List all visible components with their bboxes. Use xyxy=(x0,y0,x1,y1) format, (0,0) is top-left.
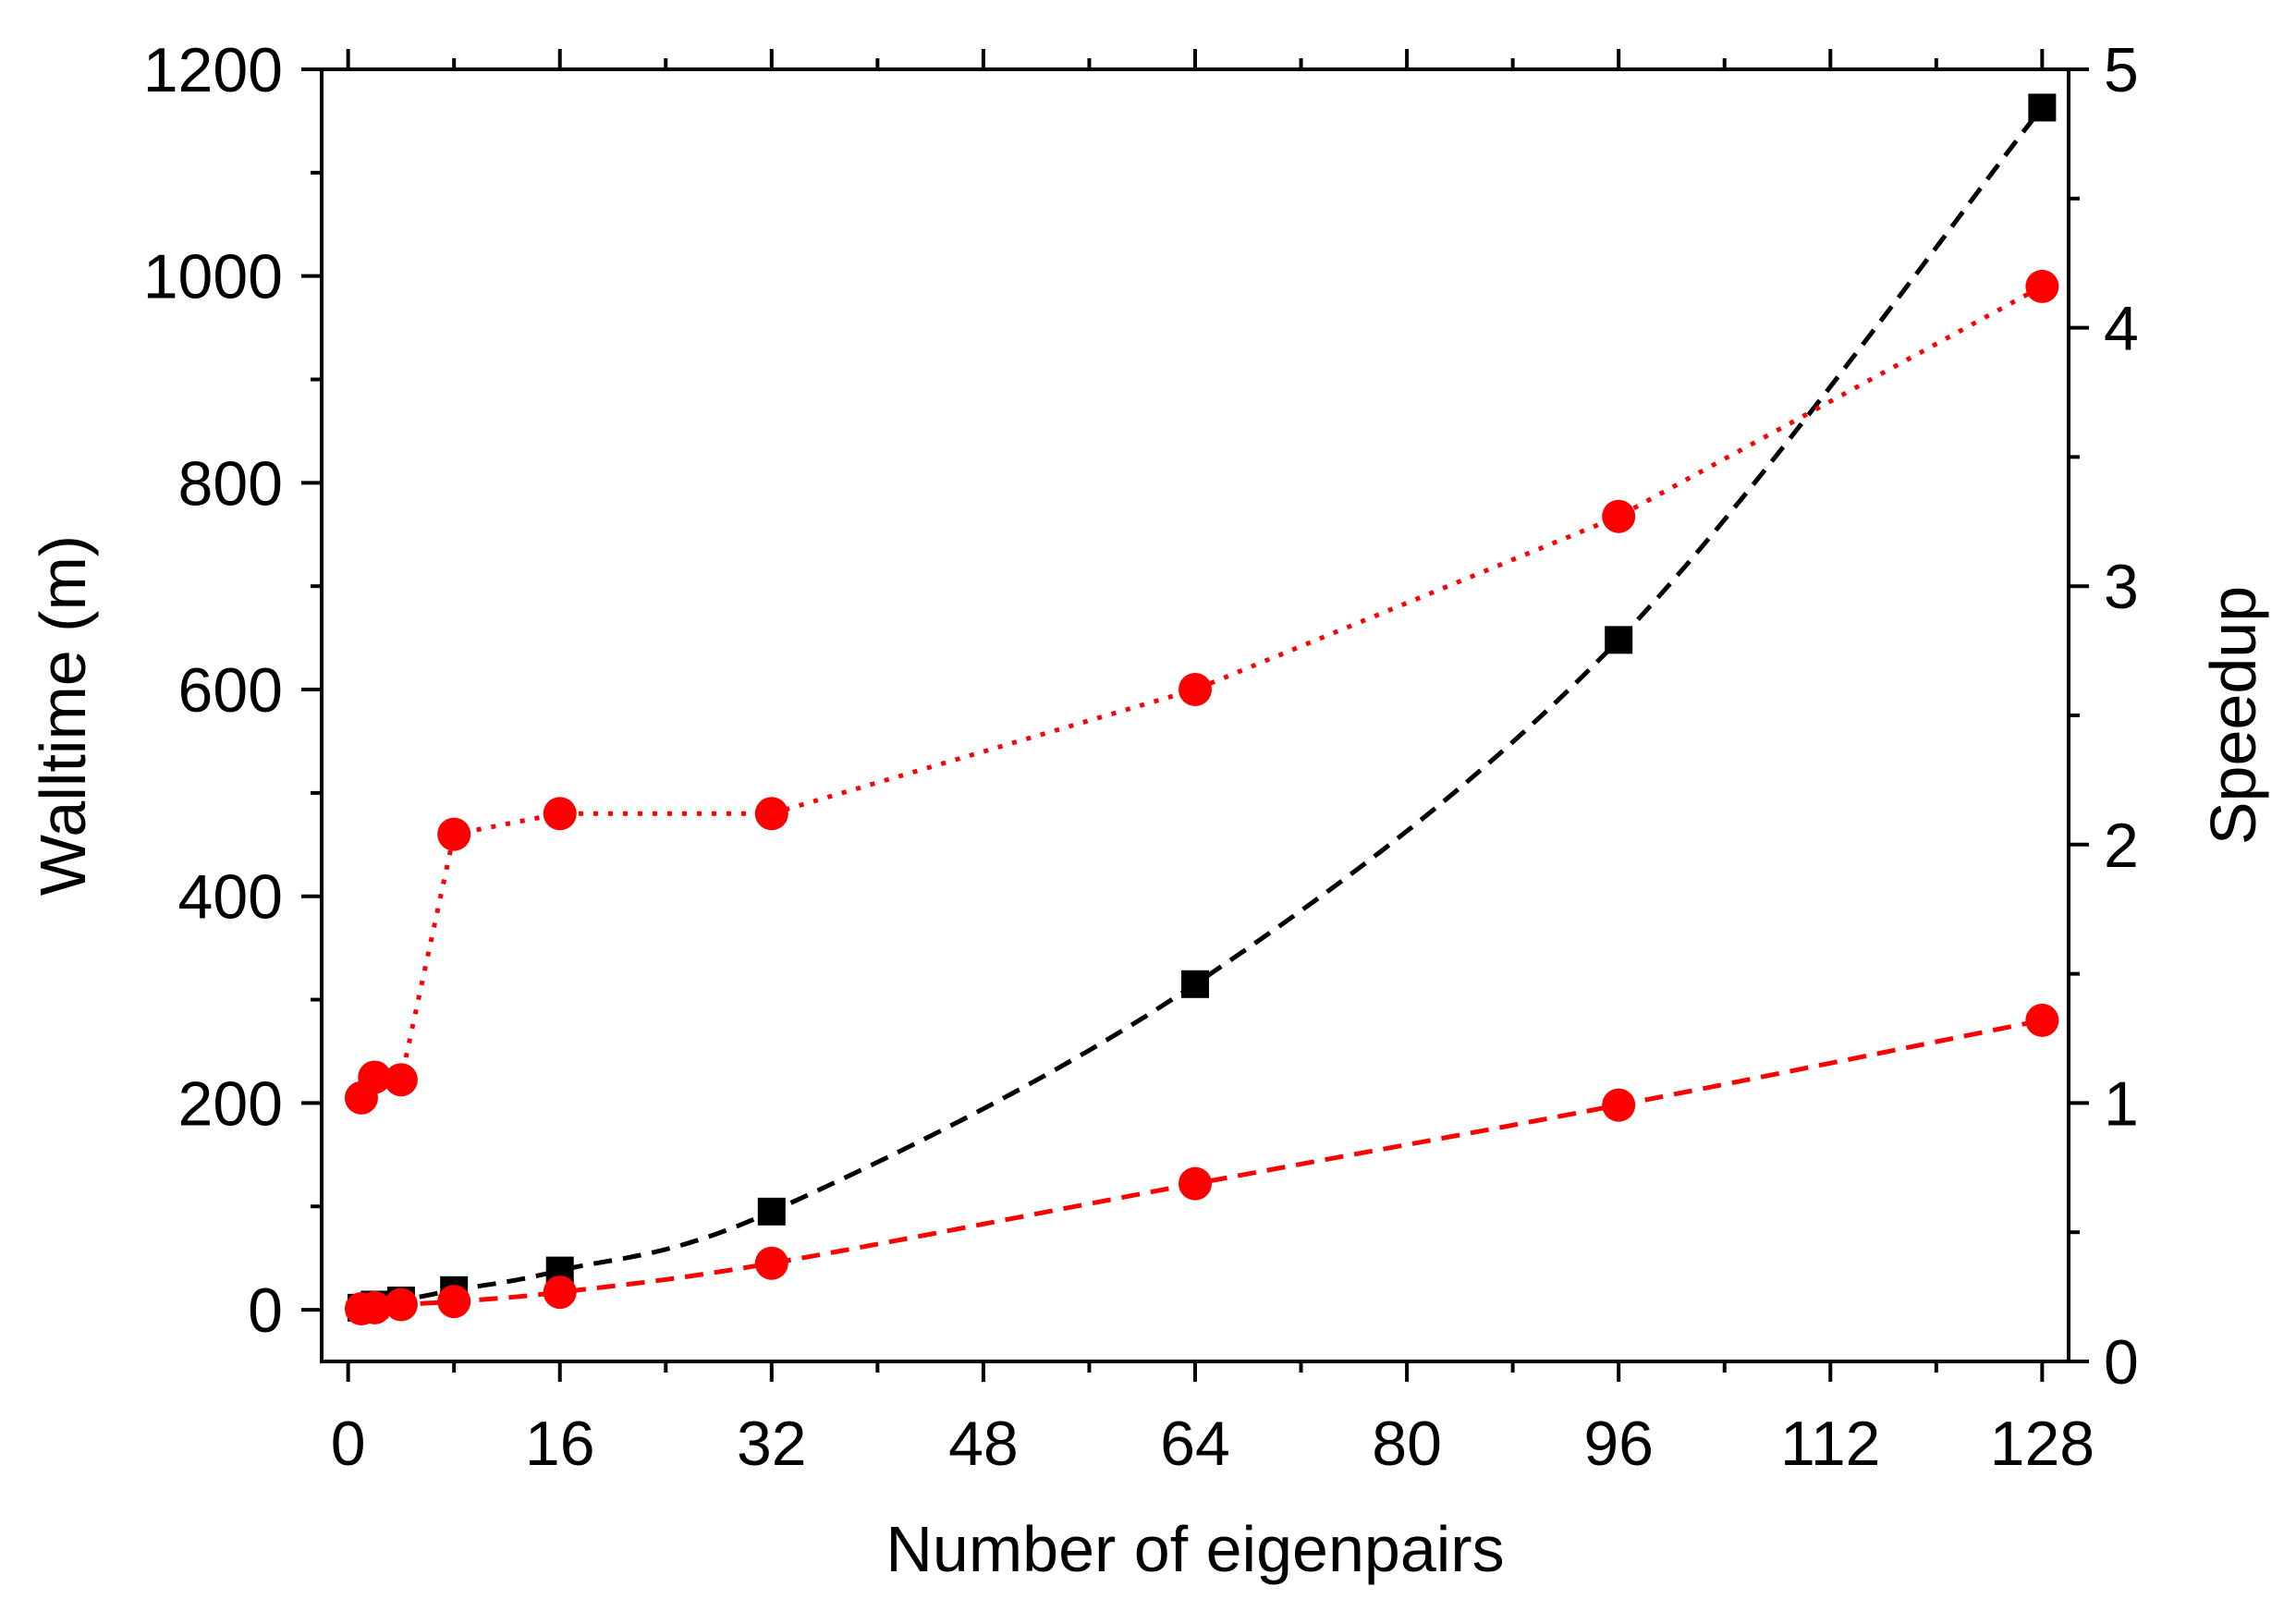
x-tick-label: 48 xyxy=(948,1409,1019,1479)
axis-ticks xyxy=(301,49,2089,1382)
data-point-circle xyxy=(437,1285,471,1319)
data-point-circle xyxy=(2025,269,2059,303)
data-point-circle xyxy=(384,1288,418,1322)
x-axis-title: Number of eigenpairs xyxy=(885,1513,1504,1585)
y2-tick-label: 0 xyxy=(2104,1327,2139,1397)
series-line xyxy=(360,105,2045,1311)
data-point-circle xyxy=(543,797,577,831)
y2-tick-label: 5 xyxy=(2104,35,2139,105)
data-point-circle xyxy=(437,817,471,851)
y-tick-label: 800 xyxy=(178,448,283,519)
y2-tick-label: 2 xyxy=(2104,811,2139,881)
data-point-square xyxy=(1605,626,1633,654)
data-point-circle xyxy=(1179,1166,1212,1201)
data-point-circle xyxy=(1179,673,1212,707)
data-point-circle xyxy=(754,797,788,831)
y-axis-title: Walltime (m) xyxy=(27,535,99,896)
data-point-circle xyxy=(543,1275,577,1310)
data-point-square xyxy=(757,1197,786,1226)
x-tick-label: 80 xyxy=(1372,1409,1442,1479)
y2-tick-label: 4 xyxy=(2104,294,2139,364)
data-point-circle xyxy=(2025,1003,2059,1037)
data-point-square xyxy=(2028,93,2057,122)
y2-axis-title: Speedup xyxy=(2197,586,2269,845)
y-tick-label: 400 xyxy=(178,862,283,933)
y2-tick-label: 3 xyxy=(2104,552,2139,622)
y-tick-label: 1200 xyxy=(143,35,283,105)
y-tick-label: 200 xyxy=(178,1068,283,1139)
data-point-circle xyxy=(754,1246,788,1280)
data-point-circle xyxy=(384,1063,418,1097)
series-line xyxy=(360,1018,2043,1312)
series-lines xyxy=(359,105,2045,1312)
data-point-circle xyxy=(358,1060,392,1094)
data-point-square xyxy=(1181,970,1209,998)
x-tick-label: 32 xyxy=(737,1409,807,1479)
y2-tick-label: 1 xyxy=(2104,1068,2139,1139)
x-tick-label: 96 xyxy=(1583,1409,1654,1479)
x-tick-label: 112 xyxy=(1780,1409,1880,1479)
series-markers xyxy=(344,93,2059,1325)
y-tick-label: 1000 xyxy=(143,242,283,312)
x-tick-label: 0 xyxy=(331,1409,366,1479)
tick-labels: 0 16 32 48 64 80 96 112 128020040060080010001200… xyxy=(143,35,2139,1479)
x-tick-label: 16 xyxy=(525,1409,595,1479)
y-tick-label: 600 xyxy=(178,655,283,726)
x-tick-label: 64 xyxy=(1160,1409,1230,1479)
x-tick-label: 128 xyxy=(1990,1409,2094,1479)
y-tick-label: 0 xyxy=(248,1275,283,1346)
data-point-circle xyxy=(358,1290,392,1324)
data-point-circle xyxy=(1602,499,1636,533)
data-point-circle xyxy=(1602,1088,1636,1122)
